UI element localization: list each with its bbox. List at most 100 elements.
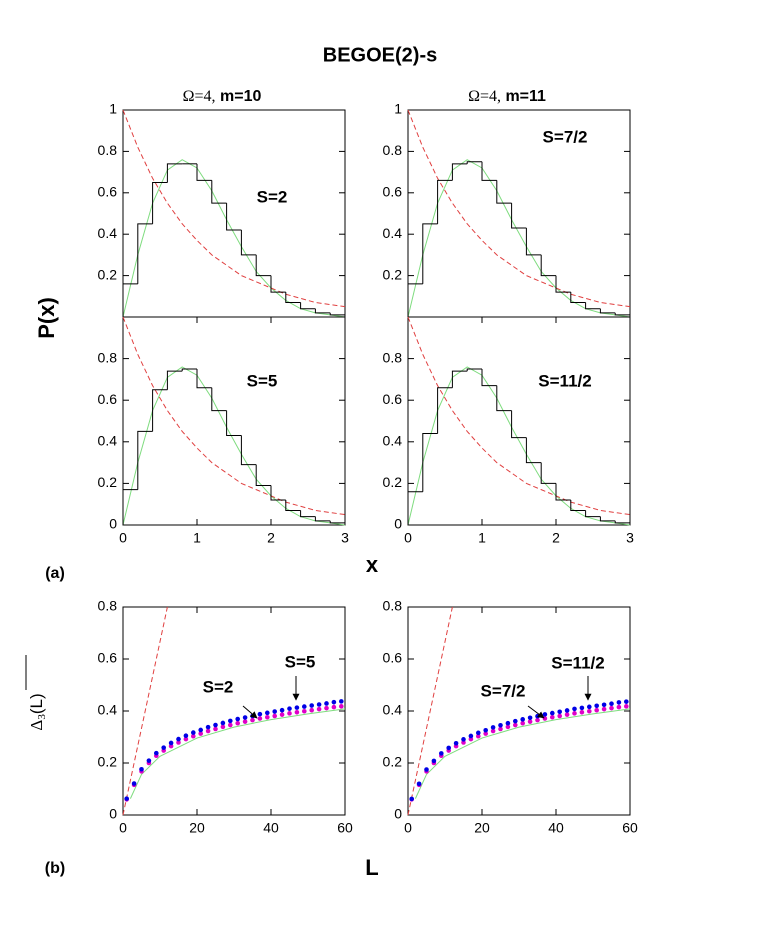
data-point xyxy=(213,726,218,732)
histogram-step xyxy=(451,163,468,181)
histogram-step xyxy=(270,275,286,293)
data-point xyxy=(161,745,166,750)
data-point xyxy=(624,699,629,704)
annotation: S=11/2 xyxy=(551,653,604,672)
data-point xyxy=(154,750,159,756)
data-point xyxy=(198,731,203,736)
y-tick-label: 0.4 xyxy=(98,225,118,241)
theory-curve xyxy=(122,316,346,516)
data-point xyxy=(176,740,181,745)
y-tick-label: 0.4 xyxy=(383,702,403,718)
histogram-step xyxy=(166,163,183,183)
data-point xyxy=(409,796,415,802)
y-tick-label: 0.2 xyxy=(98,266,118,282)
column-title-omega: Ω=4, xyxy=(468,88,501,105)
data-point xyxy=(324,701,329,706)
histogram-step xyxy=(466,161,482,164)
data-point xyxy=(609,701,614,707)
data-point xyxy=(272,713,278,719)
y-tick-label: 0.4 xyxy=(98,702,118,718)
x-tick-label: 2 xyxy=(552,530,560,546)
x-tick-label: 40 xyxy=(548,820,564,836)
y-tick-label: 0.2 xyxy=(98,474,118,490)
histogram-step xyxy=(511,410,527,439)
y-axis-label: P(x) xyxy=(34,297,59,339)
plot-frame xyxy=(407,109,631,318)
data-point xyxy=(483,731,489,736)
histogram-step xyxy=(599,308,616,314)
data-point xyxy=(124,796,129,801)
histogram-step xyxy=(570,500,586,511)
data-point xyxy=(535,717,540,723)
data-point xyxy=(198,727,203,733)
histogram-step xyxy=(196,369,212,389)
data-point xyxy=(550,714,555,720)
data-point xyxy=(527,719,533,724)
data-point xyxy=(616,700,622,705)
histogram-step xyxy=(437,179,453,224)
data-point xyxy=(309,703,315,708)
data-point xyxy=(476,733,481,739)
histogram-step xyxy=(255,464,271,486)
data-point xyxy=(453,740,459,746)
x-tick-label: 0 xyxy=(119,820,127,836)
data-point xyxy=(287,711,292,716)
histogram-step xyxy=(300,302,316,310)
histogram-step xyxy=(496,385,512,412)
plot-frame xyxy=(407,316,631,526)
histogram-step xyxy=(166,370,183,390)
data-point xyxy=(513,718,518,724)
histogram-step xyxy=(422,432,438,492)
annotation: S=7/2 xyxy=(481,681,526,700)
y-tick-label: 0.6 xyxy=(383,391,403,407)
data-point xyxy=(324,705,329,711)
data-point xyxy=(191,730,196,735)
annotation-arrow xyxy=(242,705,258,719)
data-point xyxy=(579,710,585,715)
y-tick-label: 0.6 xyxy=(98,184,118,200)
annotation: S=7/2 xyxy=(543,127,588,146)
data-point xyxy=(257,716,263,721)
data-point xyxy=(279,712,285,717)
histogram-step xyxy=(329,312,346,317)
y-tick-label: 0.6 xyxy=(383,650,403,666)
y-tick-label: 0 xyxy=(394,806,402,822)
theory-curve xyxy=(122,366,346,526)
x-tick-label: 1 xyxy=(478,530,486,546)
data-point xyxy=(205,728,211,734)
column-title-omega: Ω=4, xyxy=(183,88,216,105)
data-point xyxy=(542,712,548,717)
histogram-step xyxy=(481,161,497,181)
x-tick-label: 3 xyxy=(626,530,634,546)
histogram-step xyxy=(314,308,331,314)
data-point xyxy=(416,781,422,787)
data-point xyxy=(257,711,263,717)
data-point xyxy=(513,722,518,728)
data-point xyxy=(490,725,496,730)
data-point xyxy=(609,705,614,711)
theory-curve xyxy=(129,708,346,799)
column-title-m: m=11 xyxy=(505,88,546,105)
panel-label: (b) xyxy=(45,860,65,877)
data-point xyxy=(439,751,444,756)
data-point xyxy=(520,720,525,726)
theory-curve xyxy=(122,159,346,318)
histogram-step xyxy=(240,435,257,466)
data-point xyxy=(220,724,226,730)
histogram-step xyxy=(525,227,542,256)
y-tick-label: 0.6 xyxy=(98,650,118,666)
y-tick-label: 0 xyxy=(109,516,117,532)
histogram-step xyxy=(255,254,271,277)
y-tick-label: 0.8 xyxy=(383,142,403,158)
histogram-step xyxy=(555,275,571,293)
data-point xyxy=(587,708,592,714)
data-point xyxy=(490,728,496,734)
data-point xyxy=(183,736,189,742)
y-tick-label: 1 xyxy=(109,101,117,117)
column-title-m: m=10 xyxy=(220,88,261,105)
histogram-step xyxy=(525,437,542,464)
data-point xyxy=(331,699,337,705)
histogram-step xyxy=(211,387,227,412)
data-point xyxy=(601,702,607,708)
histogram-step xyxy=(314,516,331,522)
